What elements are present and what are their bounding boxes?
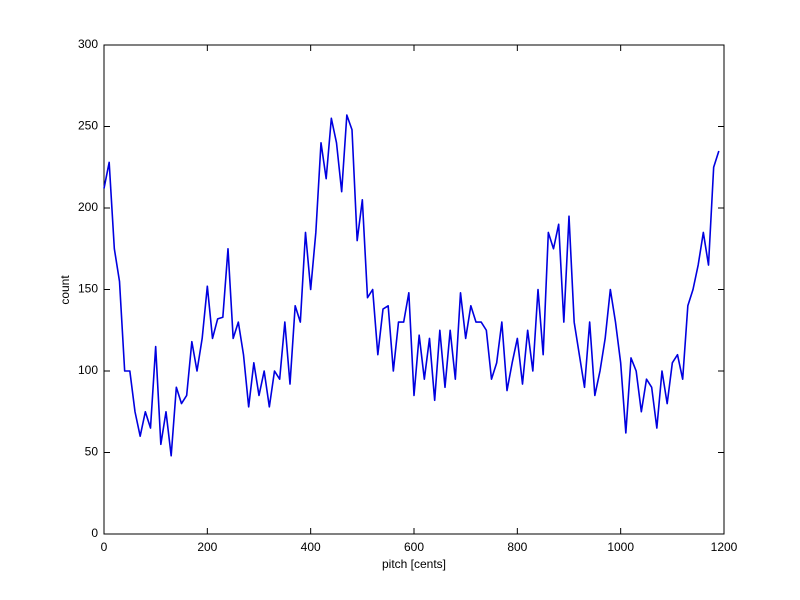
y-axis-label: count	[58, 275, 72, 305]
y-tick-label: 50	[85, 445, 99, 459]
y-tick-label: 200	[78, 200, 98, 214]
x-tick-label: 800	[507, 540, 527, 554]
x-tick-label: 600	[404, 540, 424, 554]
x-tick-label: 400	[301, 540, 321, 554]
x-tick-label: 1200	[711, 540, 738, 554]
x-tick-label: 1000	[607, 540, 634, 554]
y-tick-label: 150	[78, 282, 98, 296]
data-line	[103, 114, 720, 457]
x-axis-label: pitch [cents]	[382, 557, 446, 571]
y-tick-label: 0	[91, 526, 98, 540]
y-tick-label: 250	[78, 119, 98, 133]
x-tick-label: 0	[101, 540, 108, 554]
y-tick-label: 300	[78, 37, 98, 51]
x-tick-label: 200	[197, 540, 217, 554]
axes-box	[103, 44, 725, 535]
y-tick-label: 100	[78, 363, 98, 377]
